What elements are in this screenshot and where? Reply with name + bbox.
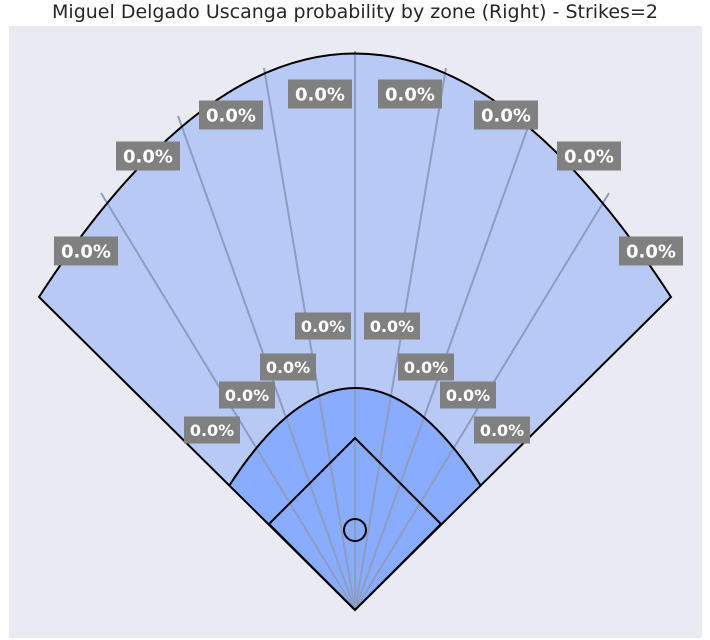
outfield-zone-label-3: 0.0%: [199, 100, 263, 130]
infield-zone-label-5: 0.0%: [364, 312, 420, 340]
outfield-zone-label-2-text: 0.0%: [123, 146, 173, 167]
infield-zone-label-2-box: [219, 381, 275, 409]
infield-zone-label-2: 0.0%: [219, 381, 275, 409]
infield-zone-label-3-text: 0.0%: [266, 358, 310, 377]
outfield-zone-label-8-box: [619, 236, 683, 266]
infield-zone-label-2-text: 0.0%: [225, 386, 269, 405]
infield-zone-label-5-box: [364, 312, 420, 340]
infield-zone-label-7: 0.0%: [440, 381, 496, 409]
outfield-zone-label-7-box: [557, 141, 621, 171]
outfield-zone-label-6: 0.0%: [474, 100, 538, 130]
pitchers-mound: [343, 518, 367, 542]
infield-zone-label-3: 0.0%: [260, 353, 316, 381]
outfield-zone-label-7-text: 0.0%: [564, 146, 614, 167]
outfield-zone-label-1-text: 0.0%: [61, 241, 111, 262]
infield-zone-label-1: 0.0%: [184, 416, 240, 444]
diamond: [267, 436, 443, 612]
field-outline: [37, 52, 673, 612]
infield-zone-label-6: 0.0%: [398, 353, 454, 381]
outfield-zone-label-3-text: 0.0%: [206, 105, 256, 126]
infield-zone-label-1-text: 0.0%: [190, 421, 234, 440]
outfield-zone-label-7: 0.0%: [557, 141, 621, 171]
infield-zone-label-4-box: [295, 312, 351, 340]
infield-zone-label-6-box: [398, 353, 454, 381]
outfield-zone-label-2: 0.0%: [116, 141, 180, 171]
outfield-zone-label-1: 0.0%: [54, 236, 118, 266]
infield-zone-label-7-box: [440, 381, 496, 409]
outfield-zone-label-5: 0.0%: [378, 79, 442, 109]
infield-arc: [228, 387, 482, 487]
outfield-zone-label-8-text: 0.0%: [626, 241, 676, 262]
outfield-zone-label-5-text: 0.0%: [385, 84, 435, 105]
infield-zone-label-7-text: 0.0%: [446, 386, 490, 405]
infield-zone-label-4: 0.0%: [295, 312, 351, 340]
infield-zone-label-5-text: 0.0%: [370, 317, 414, 336]
outfield-zone-label-8: 0.0%: [619, 236, 683, 266]
outfield-zone-label-2-box: [116, 141, 180, 171]
infield-zone-label-8-box: [474, 416, 530, 444]
infield-zone-label-6-text: 0.0%: [404, 358, 448, 377]
infield-zone-label-4-text: 0.0%: [301, 317, 345, 336]
outfield-zone-label-1-box: [54, 236, 118, 266]
outfield-zone-label-6-text: 0.0%: [481, 105, 531, 126]
infield-zone-label-8-text: 0.0%: [480, 421, 524, 440]
chart-title: Miguel Delgado Uscanga probability by zo…: [52, 1, 658, 23]
infield-zone-label-3-box: [260, 353, 316, 381]
outfield-zone-label-4-text: 0.0%: [295, 84, 345, 105]
outfield-zone-label-6-box: [474, 100, 538, 130]
infield-zone-label-8: 0.0%: [474, 416, 530, 444]
outfield-zone-label-5-box: [378, 79, 442, 109]
outfield-zone-label-3-box: [199, 100, 263, 130]
infield-zone-label-1-box: [184, 416, 240, 444]
outfield-zone-label-4: 0.0%: [288, 79, 352, 109]
outfield-zone-label-4-box: [288, 79, 352, 109]
